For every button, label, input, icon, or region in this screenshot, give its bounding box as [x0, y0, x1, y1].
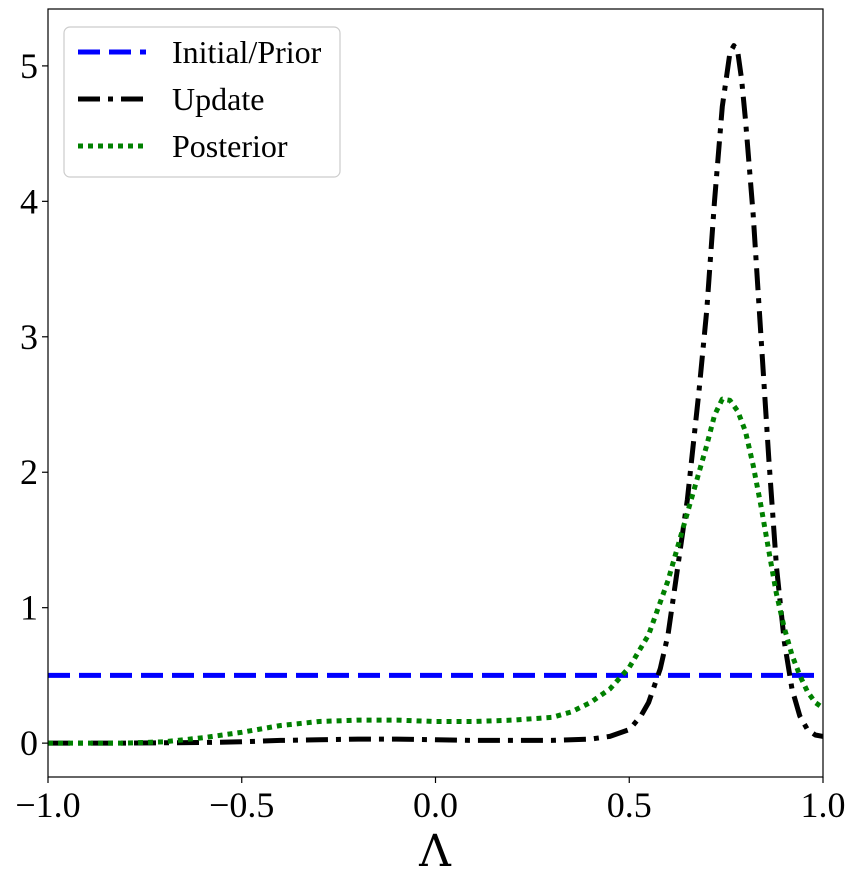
- legend-label-0: Initial/Prior: [172, 34, 322, 70]
- series-line-1: [48, 43, 824, 746]
- x-tick-label: 0.0: [413, 785, 458, 825]
- x-tick-label: 0.5: [607, 785, 652, 825]
- y-tick-label: 5: [20, 46, 38, 86]
- x-axis-label: Λ: [418, 826, 452, 877]
- y-tick-label: 1: [20, 588, 38, 628]
- y-tick-label: 2: [20, 452, 38, 492]
- legend-box: [63, 26, 341, 178]
- series-layer: [48, 43, 825, 746]
- ticks-layer: −1.0 −0.5 0.0 0.5 1.0 0 1 2 3 4 5: [15, 46, 845, 825]
- y-tick-label: 0: [20, 723, 38, 763]
- x-tick-label: −1.0: [15, 785, 80, 825]
- x-tick-label: 1.0: [801, 785, 846, 825]
- legend: Initial/Prior Update Posterior: [63, 26, 341, 178]
- legend-entries: Initial/Prior Update Posterior: [78, 34, 322, 164]
- y-tick-label: 4: [20, 181, 38, 221]
- legend-label-2: Posterior: [172, 128, 288, 164]
- legend-label-1: Update: [172, 81, 264, 117]
- y-tick-label: 3: [20, 317, 38, 357]
- x-tick-label: −0.5: [209, 785, 274, 825]
